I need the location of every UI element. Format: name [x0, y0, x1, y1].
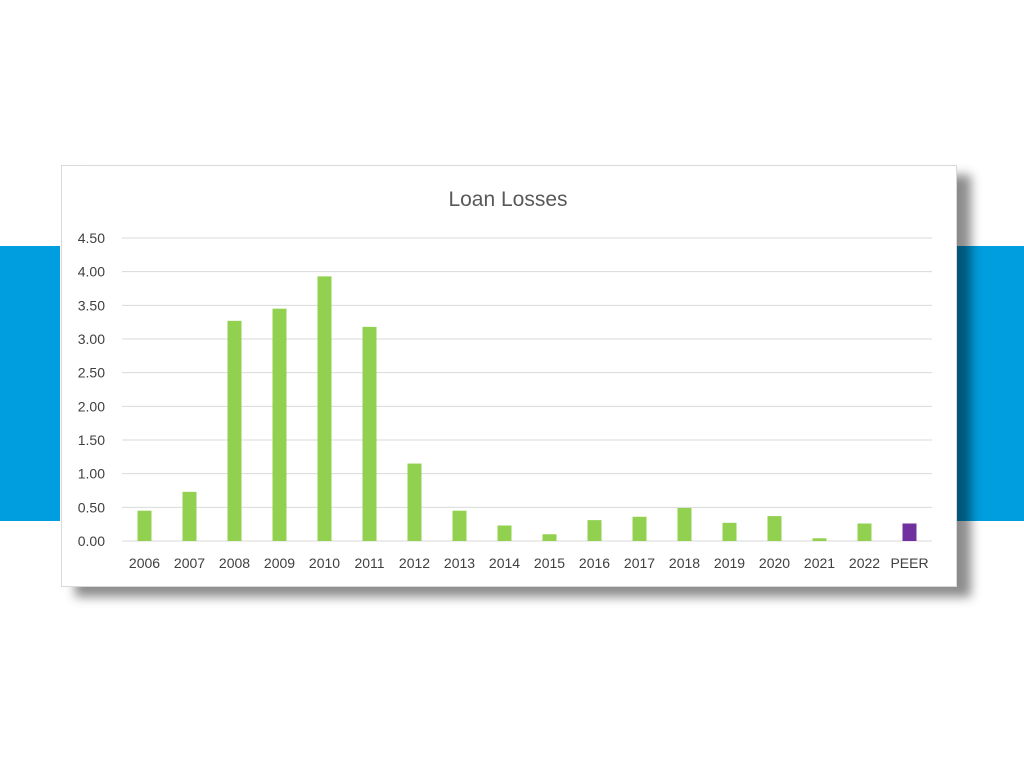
x-tick-label: 2009 [264, 555, 295, 571]
x-tick-label: 2016 [579, 555, 610, 571]
y-tick-label: 2.00 [78, 398, 105, 414]
y-axis-ticks: 0.00 0.50 1.00 1.50 2.00 2.50 3.00 3.50 4.00 4.50 [78, 230, 105, 549]
x-tick-label: 2014 [489, 555, 520, 571]
x-tick-label: 2015 [534, 555, 565, 571]
y-tick-label: 4.00 [78, 264, 105, 280]
bar-2008 [227, 320, 242, 541]
loan-losses-chart: Loan Losses 0.00 0.50 1.00 1.50 2.00 2.50 3.00… [78, 188, 932, 571]
y-tick-label: 1.00 [78, 466, 105, 482]
x-tick-label: 2021 [804, 555, 835, 571]
x-tick-label: 2011 [354, 555, 384, 571]
bars [137, 276, 917, 541]
x-tick-label: 2010 [309, 555, 340, 571]
x-tick-label: 2019 [714, 555, 745, 571]
bar-2018 [677, 508, 692, 541]
bar-2019 [722, 522, 737, 541]
bar-2014 [497, 525, 512, 541]
bar-2007 [182, 491, 197, 541]
bar-2015 [542, 534, 557, 541]
y-tick-label: 1.50 [78, 432, 105, 448]
x-tick-label: 2007 [174, 555, 205, 571]
x-axis-ticks: 2006 2007 2008 2009 2010 2011 2012 2013 2014 2015… [129, 555, 929, 571]
chart-title: Loan Losses [448, 188, 567, 211]
bar-2012 [407, 463, 422, 541]
x-tick-label: PEER [890, 555, 928, 571]
y-tick-label: 3.50 [78, 297, 105, 313]
bar-2006 [137, 510, 152, 541]
x-tick-label: 2022 [849, 555, 880, 571]
y-tick-label: 3.00 [78, 331, 105, 347]
x-tick-label: 2017 [624, 555, 655, 571]
right-accent-band [957, 246, 1024, 521]
bar-2009 [272, 308, 287, 541]
x-tick-label: 2013 [444, 555, 475, 571]
bar-2011 [362, 326, 377, 541]
y-tick-label: 4.50 [78, 230, 105, 246]
bar-2020 [767, 516, 782, 541]
left-accent-band [0, 246, 60, 521]
x-tick-label: 2008 [219, 555, 250, 571]
y-tick-label: 0.50 [78, 499, 105, 515]
bar-2010 [317, 276, 332, 541]
x-tick-label: 2018 [669, 555, 700, 571]
bar-peer [902, 523, 917, 541]
gridlines [122, 237, 932, 542]
x-tick-label: 2012 [399, 555, 430, 571]
x-tick-label: 2006 [129, 555, 160, 571]
y-tick-label: 2.50 [78, 365, 105, 381]
y-tick-label: 0.00 [78, 533, 105, 549]
bar-2021 [812, 538, 827, 541]
bar-2017 [632, 516, 647, 541]
x-tick-label: 2020 [759, 555, 790, 571]
bar-2016 [587, 520, 602, 541]
bar-2013 [452, 510, 467, 541]
chart-card: Loan Losses 0.00 0.50 1.00 1.50 2.00 2.50 3.00… [61, 165, 957, 587]
bar-2022 [857, 523, 872, 541]
